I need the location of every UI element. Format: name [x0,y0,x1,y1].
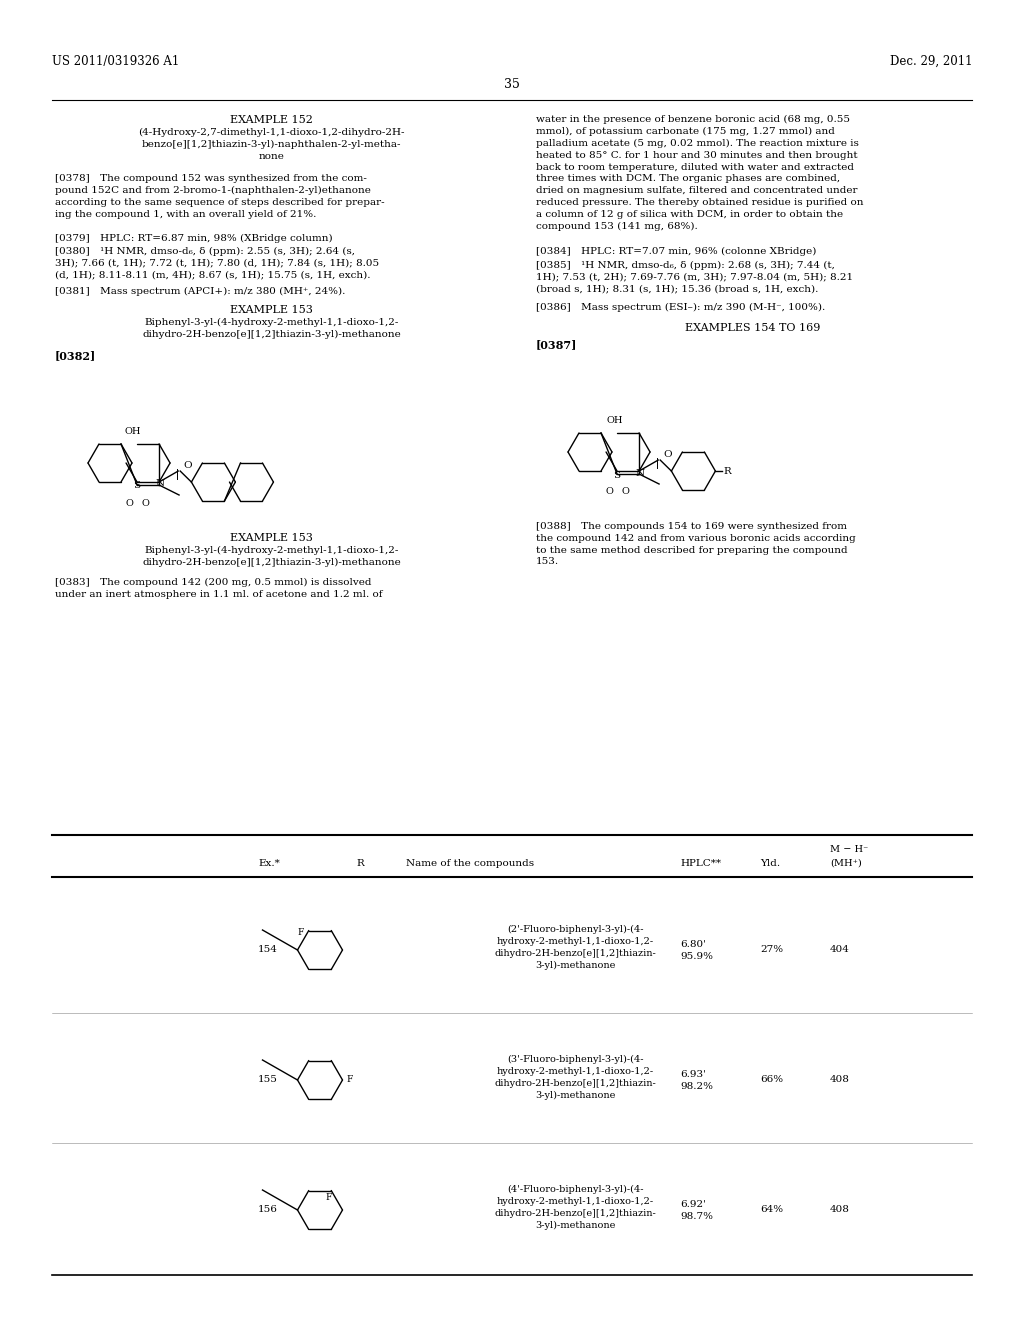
Text: S: S [613,470,621,479]
Text: [0383] The compound 142 (200 mg, 0.5 mmol) is dissolved
under an inert atmospher: [0383] The compound 142 (200 mg, 0.5 mmo… [55,578,383,599]
Text: US 2011/0319326 A1: US 2011/0319326 A1 [52,55,179,69]
Text: EXAMPLES 154 TO 169: EXAMPLES 154 TO 169 [685,323,820,333]
Text: O: O [622,487,629,496]
Text: (MH⁺): (MH⁺) [830,859,862,869]
Text: R: R [356,859,364,869]
Text: [0380] ¹H NMR, dmso-d₆, δ (ppm): 2.55 (s, 3H); 2.64 (s,
3H); 7.66 (t, 1H); 7.72 : [0380] ¹H NMR, dmso-d₆, δ (ppm): 2.55 (s… [55,247,379,280]
Text: O: O [605,487,613,496]
Text: 64%: 64% [760,1205,783,1214]
Text: 155: 155 [258,1076,278,1085]
Text: O: O [141,499,150,507]
Text: OH: OH [607,416,624,425]
Text: 156: 156 [258,1205,278,1214]
Text: (3'-Fluoro-biphenyl-3-yl)-(4-
hydroxy-2-methyl-1,1-dioxo-1,2-
dihydro-2H-benzo[e: (3'-Fluoro-biphenyl-3-yl)-(4- hydroxy-2-… [495,1055,656,1100]
Text: Name of the compounds: Name of the compounds [406,859,535,869]
Text: O: O [664,450,672,458]
Text: O: O [125,499,133,507]
Text: O: O [183,461,191,470]
Text: N: N [156,479,165,488]
Text: 66%: 66% [760,1076,783,1085]
Text: Ex.*: Ex.* [258,859,280,869]
Text: (4-Hydroxy-2,7-dimethyl-1,1-dioxo-1,2-dihydro-2H-
benzo[e][1,2]thiazin-3-yl)-nap: (4-Hydroxy-2,7-dimethyl-1,1-dioxo-1,2-di… [138,128,404,161]
Text: 404: 404 [830,945,850,954]
Text: F: F [297,928,304,936]
Text: 6.93'
98.2%: 6.93' 98.2% [680,1071,713,1090]
Text: Yld.: Yld. [760,859,780,869]
Text: [0378] The compound 152 was synthesized from the com-
pound 152C and from 2-brom: [0378] The compound 152 was synthesized … [55,174,385,219]
Text: [0379] HPLC: RT=6.87 min, 98% (XBridge column): [0379] HPLC: RT=6.87 min, 98% (XBridge c… [55,234,333,243]
Text: 35: 35 [504,78,520,91]
Text: EXAMPLE 153: EXAMPLE 153 [230,533,313,543]
Text: 6.92'
98.7%: 6.92' 98.7% [680,1200,713,1221]
Text: water in the presence of benzene boronic acid (68 mg, 0.55
mmol), of potassium c: water in the presence of benzene boronic… [536,115,863,231]
Text: M − H⁻: M − H⁻ [830,845,868,854]
Text: EXAMPLE 153: EXAMPLE 153 [230,305,313,315]
Text: Biphenyl-3-yl-(4-hydroxy-2-methyl-1,1-dioxo-1,2-
dihydro-2H-benzo[e][1,2]thiazin: Biphenyl-3-yl-(4-hydroxy-2-methyl-1,1-di… [142,546,400,568]
Text: [0387]: [0387] [536,339,578,350]
Text: S: S [133,482,140,491]
Text: [0385] ¹H NMR, dmso-d₆, δ (ppm): 2.68 (s, 3H); 7.44 (t,
1H); 7.53 (t, 2H); 7.69-: [0385] ¹H NMR, dmso-d₆, δ (ppm): 2.68 (s… [536,261,853,294]
Text: (4'-Fluoro-biphenyl-3-yl)-(4-
hydroxy-2-methyl-1,1-dioxo-1,2-
dihydro-2H-benzo[e: (4'-Fluoro-biphenyl-3-yl)-(4- hydroxy-2-… [495,1185,656,1230]
Text: OH: OH [125,426,141,436]
Text: 27%: 27% [760,945,783,954]
Text: N: N [636,469,645,478]
Text: [0382]: [0382] [55,350,96,360]
Text: F: F [346,1076,353,1085]
Text: 154: 154 [258,945,278,954]
Text: R: R [723,466,731,475]
Text: F: F [325,1192,332,1201]
Text: [0381] Mass spectrum (APCI+): m/z 380 (MH⁺, 24%).: [0381] Mass spectrum (APCI+): m/z 380 (M… [55,286,345,296]
Text: 408: 408 [830,1076,850,1085]
Text: EXAMPLE 152: EXAMPLE 152 [230,115,313,125]
Text: (2'-Fluoro-biphenyl-3-yl)-(4-
hydroxy-2-methyl-1,1-dioxo-1,2-
dihydro-2H-benzo[e: (2'-Fluoro-biphenyl-3-yl)-(4- hydroxy-2-… [495,925,656,970]
Text: Dec. 29, 2011: Dec. 29, 2011 [890,55,972,69]
Text: 6.80'
95.9%: 6.80' 95.9% [680,940,713,961]
Text: HPLC**: HPLC** [680,859,721,869]
Text: [0388] The compounds 154 to 169 were synthesized from
the compound 142 and from : [0388] The compounds 154 to 169 were syn… [536,521,856,566]
Text: 408: 408 [830,1205,850,1214]
Text: [0386] Mass spectrum (ESI–): m/z 390 (M-H⁻, 100%).: [0386] Mass spectrum (ESI–): m/z 390 (M-… [536,304,825,312]
Text: [0384] HPLC: RT=7.07 min, 96% (colonne XBridge): [0384] HPLC: RT=7.07 min, 96% (colonne X… [536,247,816,256]
Text: Biphenyl-3-yl-(4-hydroxy-2-methyl-1,1-dioxo-1,2-
dihydro-2H-benzo[e][1,2]thiazin: Biphenyl-3-yl-(4-hydroxy-2-methyl-1,1-di… [142,318,400,339]
